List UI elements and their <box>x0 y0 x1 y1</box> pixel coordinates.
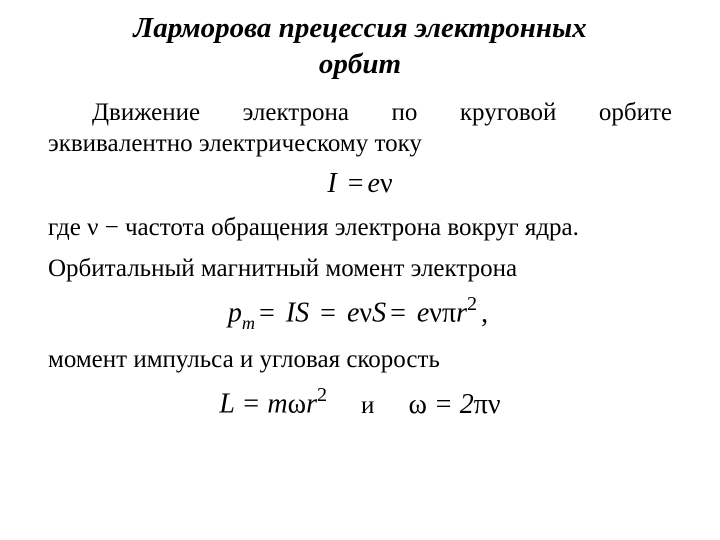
sym-e: e <box>368 168 380 199</box>
sym-eq5: = <box>434 389 453 420</box>
sym-L: L <box>219 389 234 420</box>
sym-nu3: ν <box>429 298 442 329</box>
sym-nu: ν <box>380 168 393 199</box>
paragraph-4: момент импульса и угловая скорость <box>48 344 672 375</box>
sym-nu4: ν <box>488 389 501 420</box>
title-line-1: Ларморова прецессия электронных <box>133 12 586 44</box>
sym-p: p <box>228 298 242 329</box>
sym-omega2: ω <box>408 389 426 420</box>
sym-S2: S <box>372 298 386 329</box>
comma: , <box>477 298 492 329</box>
title-line-2: орбит <box>319 48 401 80</box>
sym-eq3: = <box>386 298 410 329</box>
sym-e3: e <box>417 298 429 329</box>
sym-omega: ω <box>288 389 306 420</box>
sym-S: S <box>295 298 309 329</box>
formula-magnetic-moment: pm= IS = eνS= eνπr2, <box>48 294 672 332</box>
sym-nu2: ν <box>359 298 372 329</box>
connector-and: и <box>361 392 374 420</box>
sym-eq: = <box>255 298 279 329</box>
page-title: Ларморова прецессия электронных орбит <box>48 10 672 83</box>
sup-2b: 2 <box>317 384 327 406</box>
formula-angular-velocity: ω = 2πν <box>408 389 500 421</box>
sym-pi: π <box>442 298 456 329</box>
sym-e2: e <box>347 298 359 329</box>
sym-m2: m <box>267 389 287 420</box>
sym-pi2: π <box>474 389 488 420</box>
num-2: 2 <box>460 389 474 420</box>
formula-current: I =eν <box>48 169 672 200</box>
paragraph-1: Движение электрона по круговой орбите эк… <box>48 97 672 160</box>
sym-I2: I <box>286 298 295 329</box>
sym-r2: r <box>306 389 317 420</box>
document-page: Ларморова прецессия электронных орбит Дв… <box>0 0 720 540</box>
sym-eq4: = <box>241 389 260 420</box>
sym-eq: = <box>344 168 368 199</box>
sup-2: 2 <box>467 293 477 315</box>
paragraph-3: Орбитальный магнитный момент электрона <box>48 253 672 284</box>
sub-m: m <box>242 313 255 333</box>
formula-row-angular: L = mωr2 и ω = 2πν <box>48 385 672 420</box>
paragraph-2: где ν − частота обращения электрона вокр… <box>48 212 672 243</box>
sym-I: I <box>327 168 336 199</box>
sym-eq2: = <box>316 298 340 329</box>
sym-r: r <box>456 298 467 329</box>
formula-angular-momentum: L = mωr2 <box>219 385 327 420</box>
